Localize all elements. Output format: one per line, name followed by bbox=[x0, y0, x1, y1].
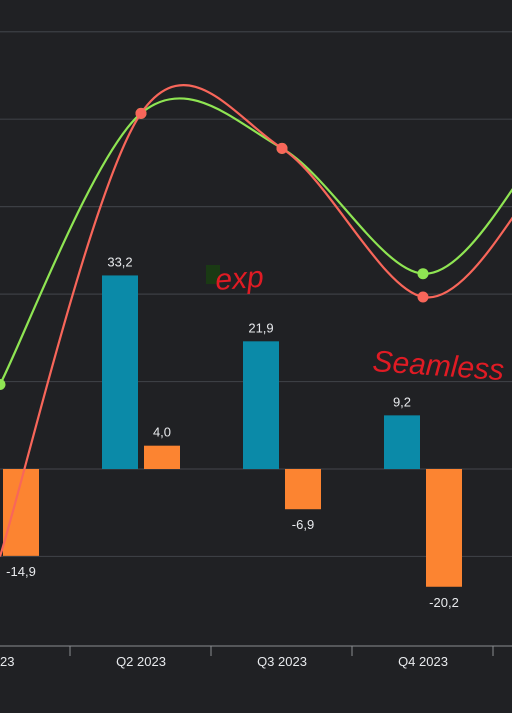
x-tick-label: Q2 2023 bbox=[116, 654, 166, 669]
bar bbox=[243, 341, 279, 469]
bars bbox=[3, 275, 462, 587]
bar bbox=[384, 415, 420, 469]
trend-point bbox=[417, 268, 429, 280]
trend-point bbox=[276, 142, 288, 154]
bar-value-label: 4,0 bbox=[153, 425, 171, 440]
bar-value-label: 9,2 bbox=[393, 394, 411, 409]
bar bbox=[285, 469, 321, 510]
bar bbox=[144, 445, 180, 469]
x-tick-label: Q3 2023 bbox=[257, 654, 307, 669]
bar-value-label: 21,9 bbox=[248, 320, 273, 335]
data-labels: 33,2 21,9 9,2 -14,9 4,0 -6,9 -20,2 bbox=[6, 254, 459, 609]
trend-point bbox=[417, 291, 429, 303]
bar-value-label: -14,9 bbox=[6, 564, 36, 579]
trend-line bbox=[0, 84, 512, 557]
trend-point bbox=[0, 378, 6, 390]
x-axis: 2023 Q2 2023 Q3 2023 Q4 2023 bbox=[0, 645, 512, 669]
bar bbox=[426, 469, 462, 587]
trend-lines bbox=[0, 84, 512, 557]
bar-value-label: 33,2 bbox=[107, 254, 132, 269]
annotation-exp: exp bbox=[214, 261, 265, 297]
annotation-marker bbox=[206, 265, 220, 284]
bar bbox=[102, 275, 138, 469]
bar-value-label: -6,9 bbox=[292, 517, 314, 532]
bar-value-label: -20,2 bbox=[429, 595, 459, 610]
trend-point bbox=[135, 107, 147, 119]
x-tick-label: 2023 bbox=[0, 654, 14, 669]
x-tick-label: Q4 2023 bbox=[398, 654, 448, 669]
